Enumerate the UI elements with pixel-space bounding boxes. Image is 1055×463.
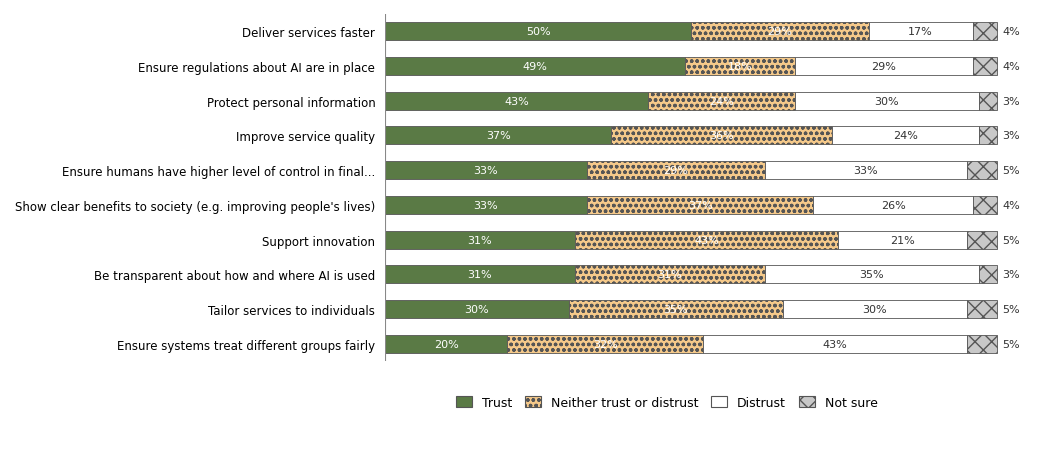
Bar (569, 300, 783, 319)
Bar (385, 300, 569, 319)
Text: 50%: 50% (525, 27, 551, 37)
Text: 30%: 30% (862, 304, 887, 314)
Text: 4%: 4% (1002, 200, 1020, 210)
Bar (691, 23, 868, 41)
Text: 29%: 29% (664, 166, 688, 176)
Text: 29%: 29% (767, 27, 792, 37)
Text: 29%: 29% (871, 62, 897, 72)
Text: 49%: 49% (522, 62, 548, 72)
Text: 18%: 18% (728, 62, 752, 72)
Bar (385, 93, 648, 111)
Text: 24%: 24% (709, 97, 734, 106)
Bar (385, 196, 587, 214)
Bar (385, 335, 507, 353)
Text: 20%: 20% (434, 339, 459, 349)
Bar (385, 127, 612, 145)
Text: 4%: 4% (1002, 62, 1020, 72)
Bar (685, 58, 795, 76)
Text: 5%: 5% (1002, 339, 1020, 349)
Text: 32%: 32% (593, 339, 618, 349)
Bar (966, 300, 997, 319)
Bar (507, 335, 704, 353)
Bar (838, 231, 966, 249)
Text: 35%: 35% (664, 304, 688, 314)
Bar (795, 58, 973, 76)
Text: 5%: 5% (1002, 304, 1020, 314)
Text: 31%: 31% (657, 269, 682, 280)
Text: 26%: 26% (881, 200, 905, 210)
Text: 33%: 33% (853, 166, 878, 176)
Text: 33%: 33% (474, 200, 498, 210)
Bar (575, 231, 838, 249)
Text: 37%: 37% (486, 131, 511, 141)
Bar (575, 266, 765, 284)
Text: 30%: 30% (875, 97, 899, 106)
Bar (966, 335, 997, 353)
Bar (966, 162, 997, 180)
Bar (765, 162, 966, 180)
Bar (979, 93, 997, 111)
Bar (973, 58, 997, 76)
Text: 37%: 37% (688, 200, 712, 210)
Bar (385, 266, 575, 284)
Text: 33%: 33% (474, 166, 498, 176)
Text: 43%: 43% (823, 339, 847, 349)
Bar (813, 196, 973, 214)
Bar (868, 23, 973, 41)
Text: 4%: 4% (1002, 27, 1020, 37)
Bar (973, 23, 997, 41)
Text: 24%: 24% (893, 131, 918, 141)
Text: 3%: 3% (1002, 97, 1020, 106)
Bar (587, 162, 765, 180)
Text: 31%: 31% (467, 269, 493, 280)
Text: 17%: 17% (908, 27, 933, 37)
Bar (795, 93, 979, 111)
Text: 31%: 31% (467, 235, 493, 245)
Bar (966, 231, 997, 249)
Text: 35%: 35% (860, 269, 884, 280)
Bar (612, 127, 831, 145)
Bar (783, 300, 966, 319)
Bar (973, 196, 997, 214)
Text: 5%: 5% (1002, 235, 1020, 245)
Text: 36%: 36% (709, 131, 734, 141)
Bar (831, 127, 979, 145)
Bar (385, 231, 575, 249)
Text: 30%: 30% (464, 304, 490, 314)
Bar (385, 23, 691, 41)
Bar (704, 335, 966, 353)
Bar (385, 58, 685, 76)
Text: 43%: 43% (694, 235, 718, 245)
Bar (979, 127, 997, 145)
Bar (765, 266, 979, 284)
Text: 5%: 5% (1002, 166, 1020, 176)
Text: 3%: 3% (1002, 131, 1020, 141)
Bar (385, 162, 587, 180)
Legend: Trust, Neither trust or distrust, Distrust, Not sure: Trust, Neither trust or distrust, Distru… (450, 391, 883, 414)
Bar (587, 196, 813, 214)
Bar (648, 93, 795, 111)
Text: 43%: 43% (504, 97, 529, 106)
Text: 3%: 3% (1002, 269, 1020, 280)
Text: 21%: 21% (889, 235, 915, 245)
Bar (979, 266, 997, 284)
